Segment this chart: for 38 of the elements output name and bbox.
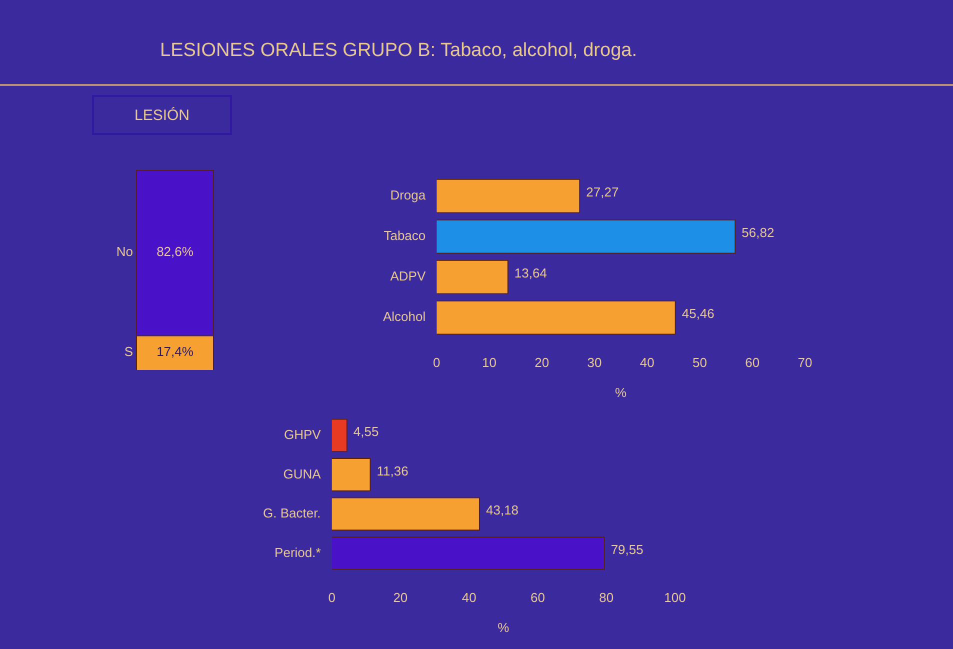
y-tick-label: Alcohol <box>382 309 426 324</box>
y-tick-label: GHPV <box>284 427 322 442</box>
y-tick-label: Period.* <box>274 544 321 560</box>
data-label: 11,36 <box>376 463 408 478</box>
text: LESIONES ORALES GRUPO B: Tabaco, alcohol, droga. <box>160 40 637 62</box>
data-label: 27,27 <box>586 184 619 200</box>
x-tick-label: 20 <box>534 355 550 370</box>
y-tick-label: ADPV <box>390 268 426 284</box>
x-tick-label: 40 <box>640 355 654 370</box>
chart-subtitle: LESIÓN <box>92 95 232 135</box>
series-label: No <box>116 244 133 260</box>
x-tick-label: 70 <box>798 355 812 370</box>
x-axis-title: % <box>615 384 628 400</box>
x-tick-label: 60 <box>745 355 760 370</box>
x-tick-label: 50 <box>692 355 707 370</box>
x-tick-label: 0 <box>433 355 440 370</box>
data-label: 17,4% <box>156 344 194 360</box>
data-label: 13,64 <box>514 266 547 281</box>
y-tick-label: GUNA <box>283 466 322 482</box>
x-tick-label: 30 <box>587 355 602 370</box>
data-label: 56,82 <box>742 225 774 240</box>
series-label: S <box>124 344 134 360</box>
x-tick-label: 20 <box>393 590 408 606</box>
x-axis-title: % <box>498 620 510 635</box>
data-label: 4,55 <box>353 424 379 440</box>
data-label: 43,18 <box>486 502 519 518</box>
x-tick-label: 80 <box>599 590 614 606</box>
data-label: 79,55 <box>610 542 644 557</box>
x-tick-label: 40 <box>462 590 476 606</box>
data-label: 82,6% <box>156 244 194 260</box>
x-tick-label: 10 <box>482 355 496 370</box>
x-tick-label: 0 <box>328 590 336 606</box>
x-tick-label: 60 <box>530 590 545 606</box>
y-tick-label: Droga <box>390 188 426 203</box>
y-tick-label: G. Bacter. <box>262 506 321 521</box>
x-tick-label: 100 <box>664 590 686 606</box>
y-tick-label: Tabaco <box>384 228 426 244</box>
data-label: 45,46 <box>682 306 714 322</box>
